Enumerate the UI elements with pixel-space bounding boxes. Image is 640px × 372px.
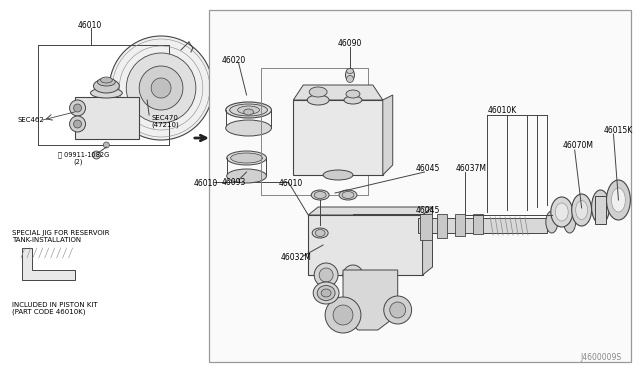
- Polygon shape: [308, 207, 433, 215]
- Ellipse shape: [346, 76, 353, 83]
- Circle shape: [139, 66, 183, 110]
- Circle shape: [384, 296, 412, 324]
- Bar: [473, 214, 483, 234]
- Ellipse shape: [551, 197, 573, 227]
- Circle shape: [390, 302, 406, 318]
- Text: (PART CODE 46010K): (PART CODE 46010K): [12, 309, 85, 315]
- Circle shape: [333, 305, 353, 325]
- Bar: [420, 214, 431, 240]
- Ellipse shape: [607, 180, 630, 220]
- Ellipse shape: [311, 190, 329, 200]
- Ellipse shape: [346, 68, 355, 81]
- Text: 46045: 46045: [415, 205, 440, 215]
- Ellipse shape: [307, 95, 329, 105]
- Circle shape: [74, 104, 81, 112]
- Circle shape: [314, 263, 338, 287]
- Text: 46032M: 46032M: [280, 253, 311, 263]
- Ellipse shape: [315, 230, 325, 237]
- Ellipse shape: [230, 153, 262, 163]
- Text: J4600009S: J4600009S: [580, 353, 621, 362]
- Circle shape: [151, 78, 171, 98]
- Ellipse shape: [230, 104, 268, 116]
- Ellipse shape: [323, 170, 353, 180]
- Text: 46090: 46090: [338, 38, 362, 48]
- Ellipse shape: [344, 96, 362, 104]
- Text: SEC470: SEC470: [151, 115, 178, 121]
- Ellipse shape: [346, 90, 360, 98]
- Text: (47210): (47210): [151, 122, 179, 128]
- Bar: [209, 10, 631, 362]
- Bar: [456, 214, 465, 236]
- Text: 46015K: 46015K: [604, 125, 633, 135]
- Ellipse shape: [244, 109, 253, 115]
- Ellipse shape: [342, 192, 354, 199]
- Ellipse shape: [596, 197, 605, 217]
- Ellipse shape: [227, 169, 266, 183]
- Text: 46045: 46045: [415, 164, 440, 173]
- Bar: [293, 100, 383, 175]
- Ellipse shape: [226, 102, 271, 118]
- Ellipse shape: [339, 190, 357, 200]
- Text: 46010: 46010: [278, 179, 303, 187]
- Circle shape: [70, 100, 86, 116]
- Polygon shape: [343, 270, 397, 330]
- Ellipse shape: [346, 68, 353, 74]
- Circle shape: [74, 120, 81, 128]
- Text: INCLUDED IN PISTON KIT: INCLUDED IN PISTON KIT: [12, 302, 97, 308]
- Bar: [308, 215, 422, 275]
- Text: 46010: 46010: [77, 20, 102, 29]
- Text: SPECIAL JIG FOR RESERVOIR: SPECIAL JIG FOR RESERVOIR: [12, 230, 109, 236]
- Circle shape: [109, 36, 212, 140]
- Circle shape: [325, 297, 361, 333]
- Bar: [438, 214, 447, 238]
- Ellipse shape: [313, 282, 339, 304]
- Ellipse shape: [321, 289, 331, 297]
- Text: 46037M: 46037M: [456, 164, 486, 173]
- Ellipse shape: [314, 192, 326, 199]
- Text: 46070M: 46070M: [563, 141, 594, 150]
- Ellipse shape: [93, 79, 119, 93]
- Ellipse shape: [100, 77, 113, 83]
- Text: 46010: 46010: [194, 179, 218, 187]
- Ellipse shape: [309, 87, 327, 97]
- Ellipse shape: [564, 211, 575, 233]
- Text: TANK-INSTALLATION: TANK-INSTALLATION: [12, 237, 81, 243]
- Ellipse shape: [90, 88, 122, 98]
- Text: 46010K: 46010K: [487, 106, 516, 115]
- Ellipse shape: [575, 201, 588, 219]
- Ellipse shape: [556, 203, 568, 221]
- Circle shape: [319, 268, 333, 282]
- Text: (2): (2): [74, 159, 83, 165]
- Ellipse shape: [572, 194, 591, 226]
- Bar: [75, 97, 139, 139]
- Ellipse shape: [226, 120, 271, 136]
- Ellipse shape: [227, 151, 266, 165]
- Ellipse shape: [97, 78, 115, 86]
- Circle shape: [92, 151, 100, 159]
- Circle shape: [104, 142, 109, 148]
- Bar: [595, 196, 607, 224]
- Polygon shape: [293, 85, 383, 100]
- Ellipse shape: [317, 285, 335, 301]
- Ellipse shape: [611, 188, 625, 212]
- Circle shape: [70, 116, 86, 132]
- Ellipse shape: [312, 228, 328, 238]
- Ellipse shape: [546, 211, 558, 233]
- Ellipse shape: [237, 106, 259, 114]
- Ellipse shape: [591, 190, 609, 224]
- Text: Ⓝ 09911-1082G: Ⓝ 09911-1082G: [58, 152, 109, 158]
- Text: SEC462: SEC462: [18, 117, 45, 123]
- Text: 46020: 46020: [221, 55, 246, 64]
- Polygon shape: [422, 207, 433, 275]
- Circle shape: [343, 265, 363, 285]
- Circle shape: [126, 53, 196, 123]
- Polygon shape: [383, 95, 393, 175]
- Bar: [417, 218, 547, 233]
- Polygon shape: [22, 248, 75, 280]
- Text: 46093: 46093: [221, 177, 246, 186]
